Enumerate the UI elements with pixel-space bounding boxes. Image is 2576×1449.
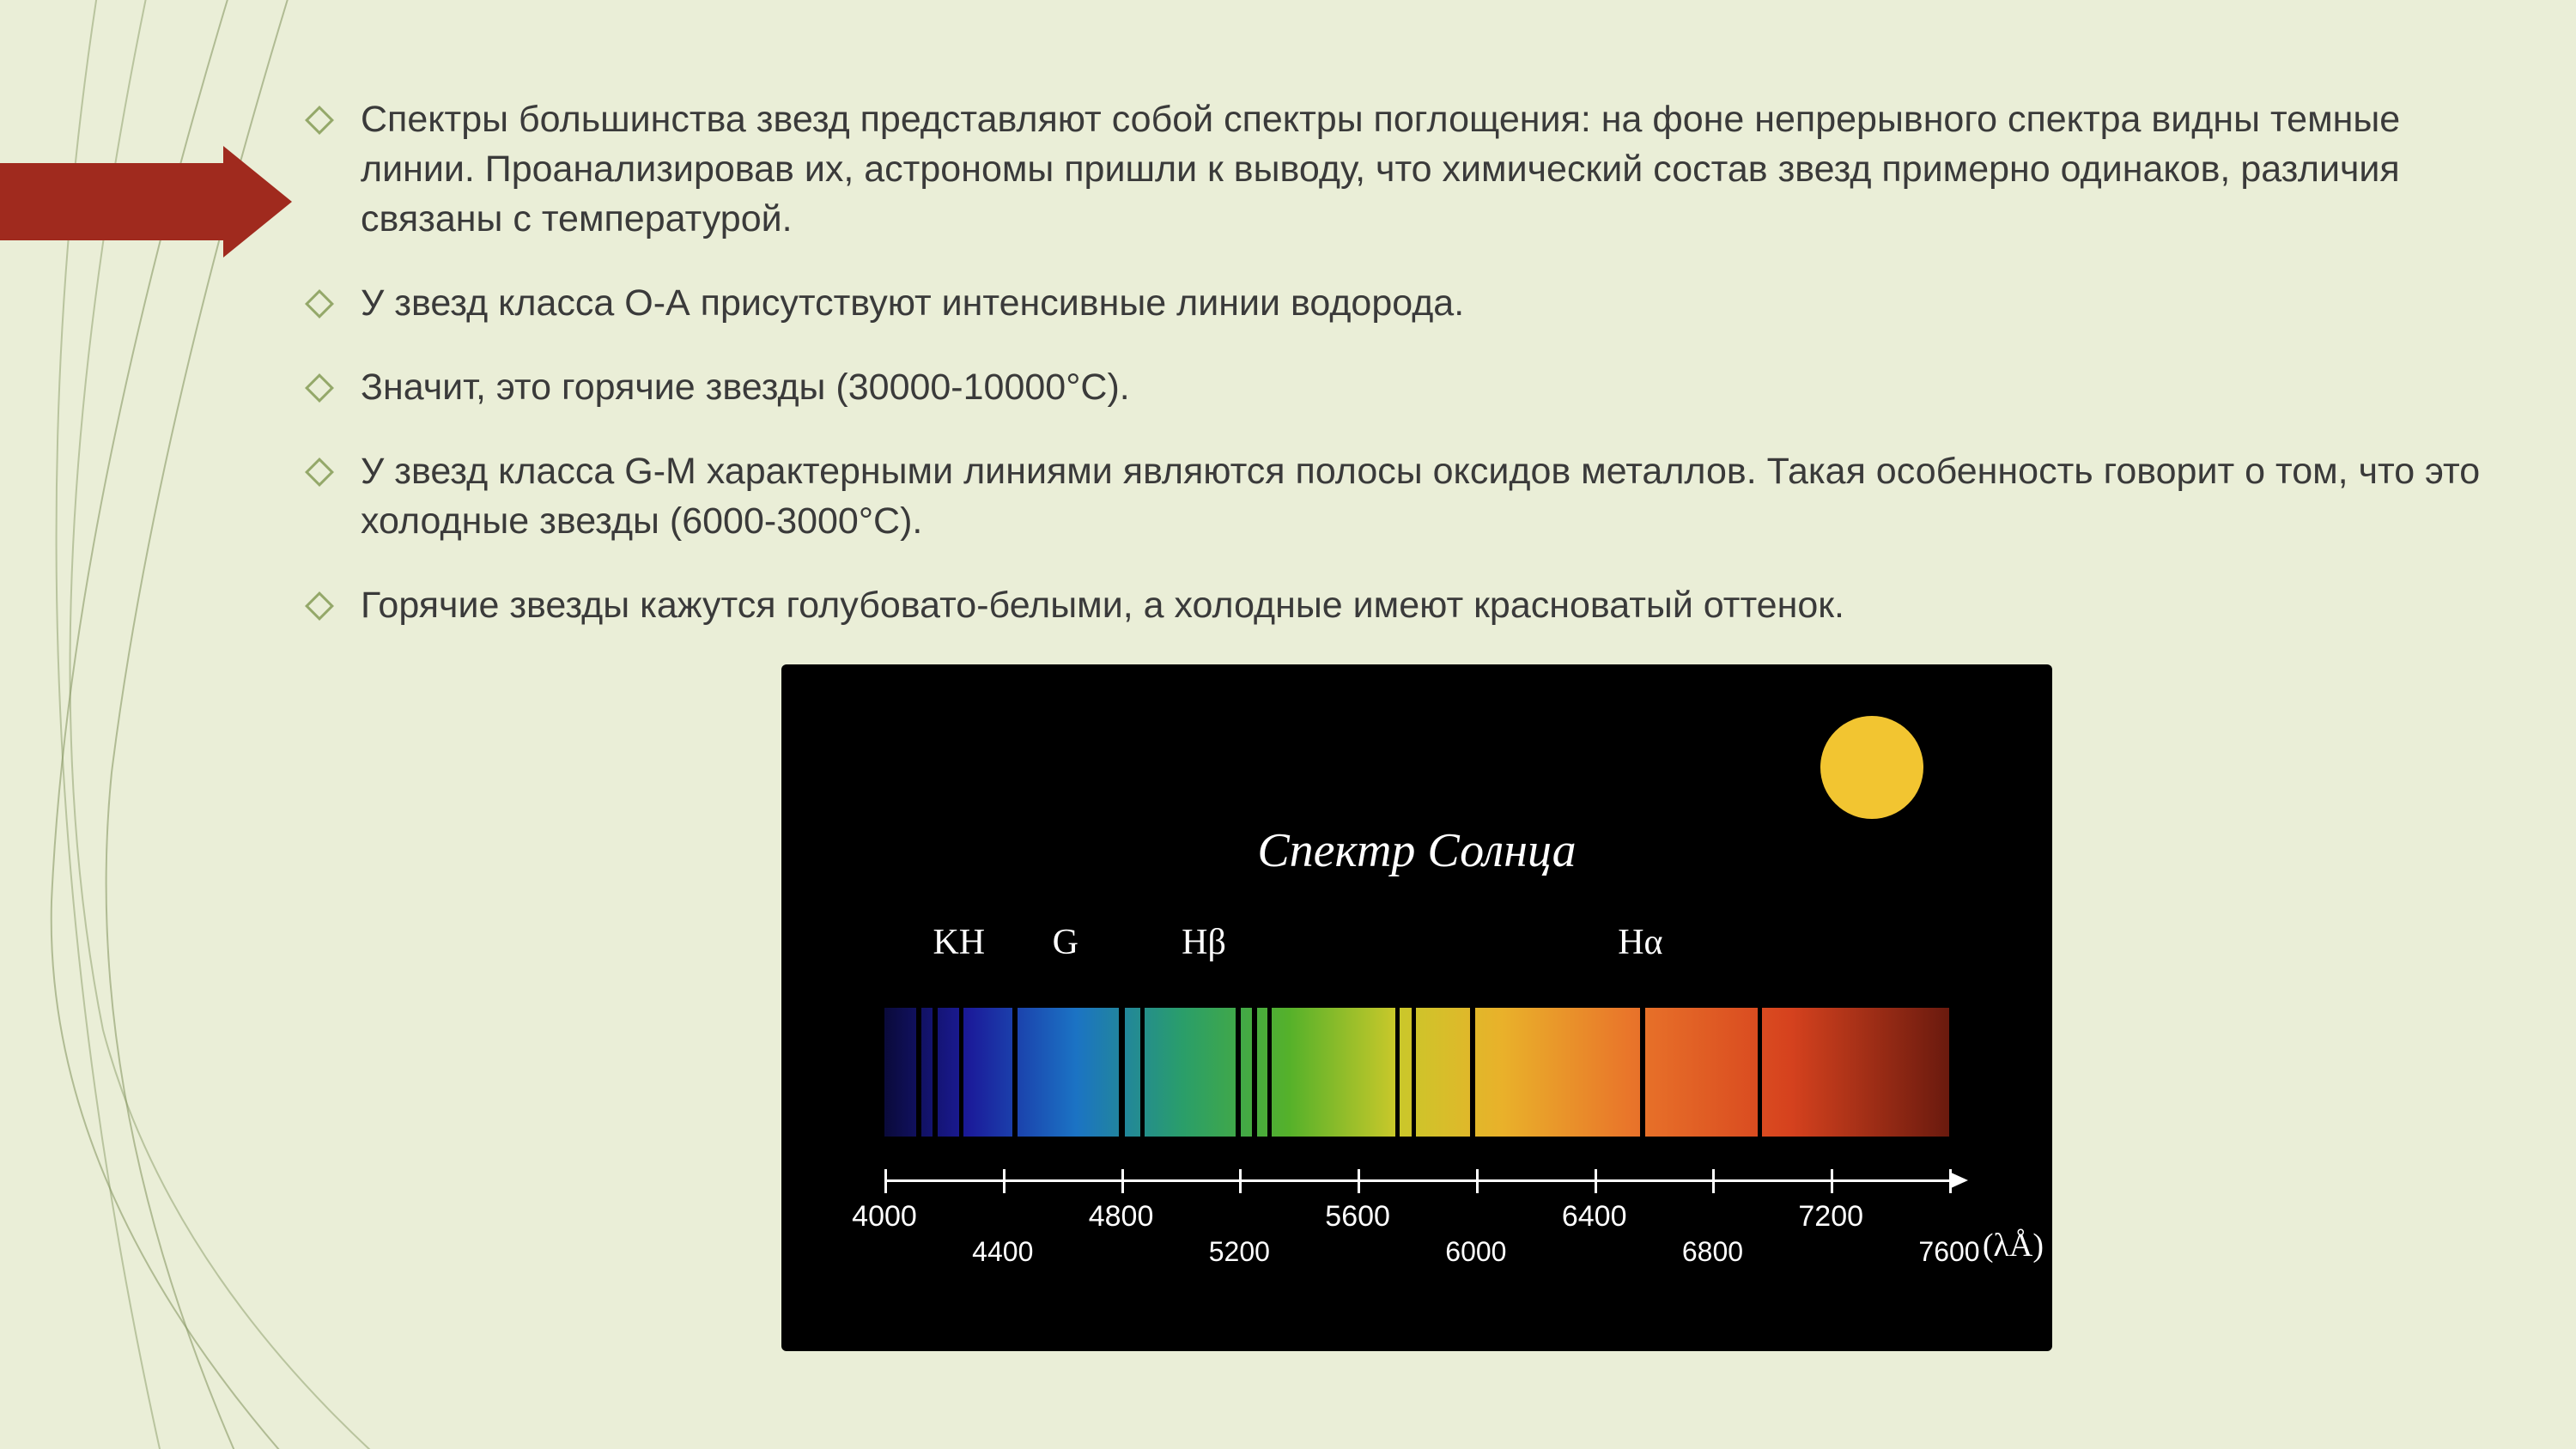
spectral-label: Hβ	[1182, 922, 1226, 963]
axis-line	[884, 1179, 1949, 1182]
axis-unit-label: (λÅ)	[1983, 1227, 2044, 1264]
figure-title: Спектр Солнца	[781, 823, 2052, 878]
axis-tick-label: 7600	[1918, 1236, 1979, 1268]
spectral-label: KH	[933, 922, 985, 963]
axis-tick-label: 5200	[1209, 1236, 1270, 1268]
bullet-item: Значит, это горячие звезды (30000-10000°…	[343, 362, 2490, 412]
spectral-line-labels: KH G Hβ Hα	[781, 922, 2052, 973]
solar-spectrum-figure: Спектр Солнца KH G Hβ Hα (λÅ) 4000 4800 5600 6…	[781, 664, 2052, 1351]
axis-tick-label: 6000	[1445, 1236, 1506, 1268]
absorption-line	[1412, 1008, 1416, 1137]
spectral-label: G	[1053, 922, 1078, 963]
spectrum-band	[884, 1008, 1949, 1137]
bullet-item: У звезд класса О-А присутствуют интенсив…	[343, 278, 2490, 328]
slide-arrow-icon	[0, 146, 292, 258]
absorption-line	[1012, 1008, 1018, 1137]
absorption-line	[916, 1008, 921, 1137]
absorption-line	[1640, 1008, 1645, 1137]
axis-tick	[1476, 1169, 1479, 1193]
axis-tick-label: 4800	[1089, 1200, 1154, 1234]
absorption-line	[1267, 1008, 1272, 1137]
axis-tick	[1121, 1169, 1124, 1193]
axis-tick	[1595, 1169, 1597, 1193]
axis-tick	[1003, 1169, 1005, 1193]
absorption-line	[933, 1008, 938, 1137]
axis-tick-label: 4000	[852, 1200, 917, 1234]
absorption-line	[1236, 1008, 1241, 1137]
bullet-item: Спектры большинства звезд представляют с…	[343, 94, 2490, 244]
wavelength-axis: (λÅ) 40004800560064007200440052006000680…	[884, 1162, 1949, 1282]
axis-tick-label: 5600	[1325, 1200, 1390, 1234]
axis-tick	[1831, 1169, 1833, 1193]
absorption-line	[1395, 1008, 1400, 1137]
absorption-line	[1470, 1008, 1475, 1137]
absorption-line	[959, 1008, 963, 1137]
absorption-line	[1252, 1008, 1257, 1137]
spectral-label: Hα	[1618, 922, 1662, 963]
spectrum-gradient	[884, 1008, 1949, 1137]
axis-tick-label: 4400	[972, 1236, 1033, 1268]
slide-content: Спектры большинства звезд представляют с…	[343, 94, 2490, 1351]
axis-tick-label: 7200	[1798, 1200, 1863, 1234]
axis-tick-label: 6400	[1562, 1200, 1627, 1234]
absorption-line	[1119, 1008, 1125, 1137]
absorption-line	[1758, 1008, 1762, 1137]
figure-container: Спектр Солнца KH G Hβ Hα (λÅ) 4000 4800 5600 6…	[343, 664, 2490, 1351]
bullet-item: У звезд класса G-M характерными линиями …	[343, 446, 2490, 546]
axis-tick	[1712, 1169, 1715, 1193]
axis-tick	[1949, 1169, 1952, 1193]
absorption-line	[1140, 1008, 1145, 1137]
axis-tick	[1358, 1169, 1360, 1193]
sun-icon	[1820, 716, 1923, 819]
bullet-item: Горячие звезды кажутся голубовато-белыми…	[343, 580, 2490, 630]
axis-tick	[884, 1169, 887, 1193]
axis-tick-label: 6800	[1682, 1236, 1743, 1268]
axis-tick	[1239, 1169, 1242, 1193]
axis-arrowhead-icon	[1949, 1172, 1968, 1189]
bullet-list: Спектры большинства звезд представляют с…	[343, 94, 2490, 630]
